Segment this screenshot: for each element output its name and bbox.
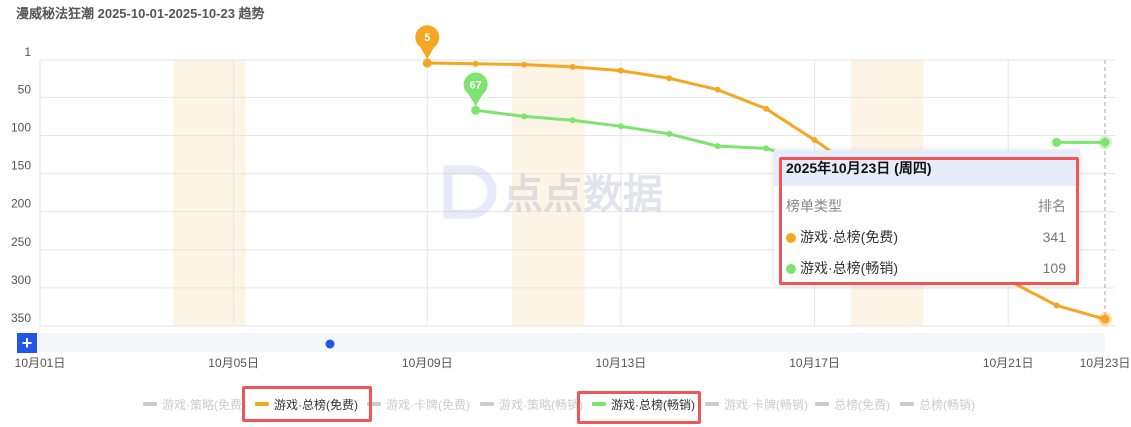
y-tick-label: 100: [11, 120, 31, 134]
data-point: [1052, 137, 1062, 147]
tooltip-col-type: 榜单类型: [786, 197, 842, 214]
legend-item[interactable]: 游戏·卡牌(畅销): [705, 396, 808, 413]
y-tick-label: 1: [24, 45, 31, 59]
legend-item[interactable]: 总榜(畅销): [900, 396, 975, 413]
zoom-plus-button[interactable]: [17, 333, 37, 353]
data-point: [763, 105, 770, 112]
x-tick-label: 10月09日: [402, 356, 453, 370]
legend-label: 总榜(免费): [834, 398, 890, 412]
legend-swatch-icon: [143, 402, 157, 406]
slider-handle[interactable]: [325, 339, 335, 349]
data-point: [617, 123, 624, 130]
x-tick-label: 10月21日: [983, 356, 1034, 370]
legend-item[interactable]: 游戏·卡牌(免费): [367, 396, 470, 413]
y-tick-label: 300: [11, 273, 31, 287]
legend-swatch-icon: [705, 402, 719, 406]
y-tick-label: 350: [11, 311, 31, 325]
tooltip-row: 游戏·总榜(畅销) 109: [774, 252, 1080, 283]
tooltip-date: 2025年10月23日 (周四): [774, 150, 1080, 186]
weekend-band: [512, 60, 585, 326]
data-point: [714, 143, 721, 150]
tooltip-row-value: 109: [1042, 259, 1066, 276]
tooltip-row-name: 游戏·总榜(免费): [800, 228, 898, 245]
watermark-logo-icon: [443, 165, 497, 219]
series-line: [475, 108, 815, 164]
orange-dot-icon: [786, 232, 796, 243]
legend-label: 游戏·总榜(畅销): [611, 398, 695, 412]
data-point: [714, 86, 721, 93]
green-dot-icon: [786, 263, 796, 274]
data-point: [569, 117, 576, 124]
y-tick-label: 200: [11, 197, 31, 211]
tooltip-row: 游戏·总榜(免费) 341: [774, 221, 1080, 252]
tooltip-row-name: 游戏·总榜(畅销): [800, 259, 898, 276]
legend-label: 游戏·总榜(免费): [274, 398, 358, 412]
data-point: [569, 63, 576, 70]
x-tick-label: 10月17日: [789, 356, 840, 370]
legend-label: 总榜(畅销): [919, 398, 975, 412]
marker-pin-icon: [463, 72, 488, 107]
tooltip-row-value: 341: [1042, 228, 1066, 245]
legend-label: 游戏·卡牌(免费): [386, 398, 470, 412]
y-tick-label: 50: [18, 82, 32, 96]
tooltip-col-rank: 排名: [1038, 197, 1066, 214]
legend-item[interactable]: 总榜(免费): [815, 396, 890, 413]
data-point: [617, 67, 624, 74]
data-point: [1100, 314, 1110, 324]
legend-swatch-icon: [592, 402, 606, 406]
data-point: [1100, 137, 1110, 147]
data-zoom-slider[interactable]: [18, 333, 1105, 352]
legend-label: 游戏·策略(免费): [162, 398, 246, 412]
watermark: 点点数据: [443, 165, 663, 219]
legend-swatch-icon: [815, 402, 829, 406]
highlight-box: [577, 391, 701, 424]
legend-item[interactable]: 游戏·总榜(免费): [255, 396, 358, 413]
data-point: [422, 58, 432, 68]
plus-icon: +: [22, 333, 33, 353]
data-point: [472, 60, 479, 67]
marker-pin-icon: [415, 25, 440, 60]
legend-swatch-icon: [367, 402, 381, 406]
watermark-text: 点点数据: [503, 172, 663, 218]
highlight-box: [242, 386, 372, 422]
legend-label: 游戏·策略(畅销): [499, 398, 583, 412]
legend-item[interactable]: 游戏·策略(免费): [143, 396, 246, 413]
x-tick-label: 10月23日: [1080, 356, 1131, 370]
legend-item[interactable]: 游戏·总榜(畅销): [592, 396, 695, 413]
data-point: [666, 130, 673, 137]
data-point: [521, 61, 528, 68]
legend-item[interactable]: 游戏·策略(畅销): [480, 396, 583, 413]
data-point: [811, 137, 818, 144]
x-tick-label: 10月01日: [15, 356, 66, 370]
data-point: [521, 113, 528, 120]
legend-swatch-icon: [255, 402, 269, 406]
marker-pin-label: 67: [470, 79, 482, 91]
y-tick-label: 150: [11, 159, 31, 173]
weekend-band: [173, 60, 246, 326]
highlight-box: [779, 157, 1079, 285]
x-tick-label: 10月05日: [208, 356, 259, 370]
y-tick-label: 250: [11, 235, 31, 249]
data-point: [1053, 302, 1060, 309]
data-point: [666, 75, 673, 82]
x-tick-label: 10月13日: [596, 356, 647, 370]
marker-pin-label: 5: [424, 32, 430, 44]
legend-swatch-icon: [900, 402, 914, 406]
data-point: [763, 145, 770, 152]
legend-label: 游戏·卡牌(畅销): [724, 398, 808, 412]
chart-title: 漫威秘法狂潮 2025-10-01-2025-10-23 趋势: [16, 6, 265, 21]
tooltip: 2025年10月23日 (周四) 榜单类型 排名 游戏·总榜(免费) 341 游…: [774, 150, 1080, 284]
data-point: [471, 105, 481, 115]
legend-swatch-icon: [480, 402, 494, 406]
